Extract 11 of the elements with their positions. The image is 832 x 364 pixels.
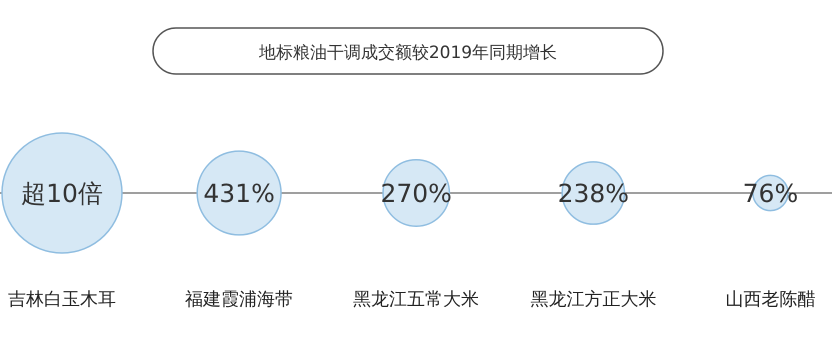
text: 地标粮油干调成交额较2019年同期增长 [258, 43, 558, 63]
category-label: 福建霞浦海带 [185, 289, 294, 310]
category-label: 黑龙江方正大米 [530, 289, 656, 310]
data-label: 超10倍 [21, 179, 103, 208]
data-label: 238% [558, 179, 630, 208]
data-label: 270% [380, 179, 452, 208]
data-label: 431% [203, 179, 275, 208]
data-label: 76% [742, 179, 798, 208]
category-label: 山西老陈醋 [725, 289, 816, 310]
category-label: 黑龙江五常大米 [353, 289, 480, 310]
category-label: 吉林白玉木耳 [8, 289, 116, 310]
